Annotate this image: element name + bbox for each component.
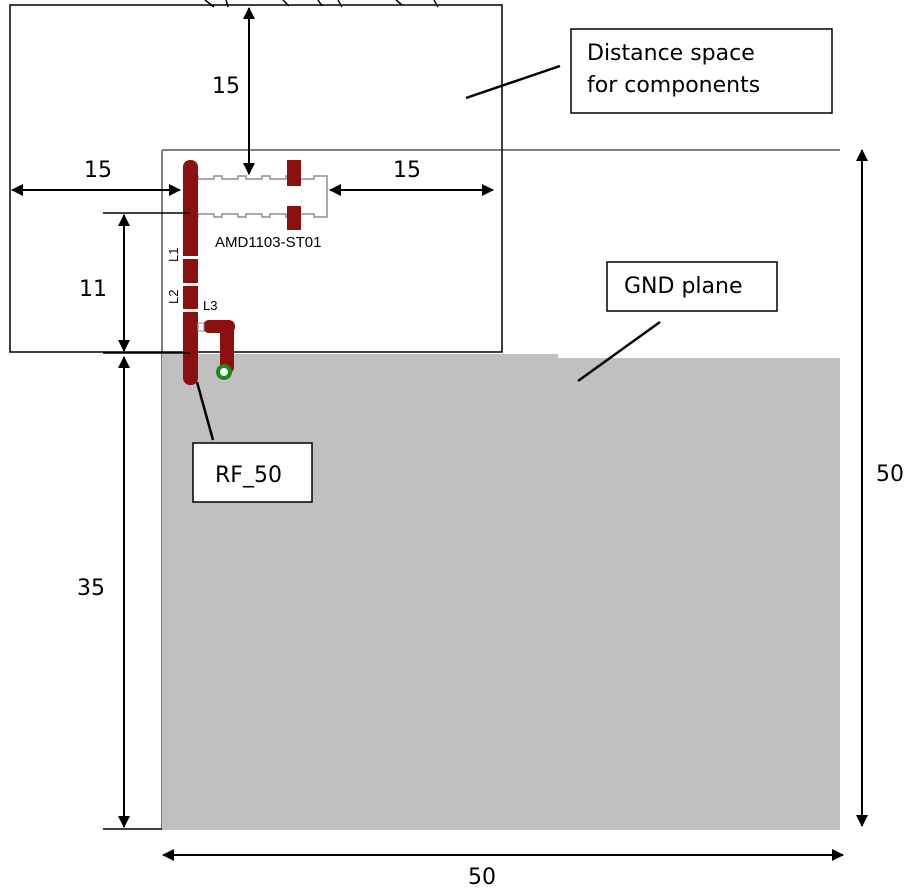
dim-label-board-width: 50 — [468, 865, 496, 890]
leader-rf-50 — [195, 381, 215, 441]
l2-label: L2 — [166, 290, 181, 304]
l3-label: L3 — [203, 298, 217, 313]
dim-label-right: 15 — [393, 158, 421, 183]
dim-label-left: 15 — [84, 158, 112, 183]
callout-gnd-plane-text: GND plane — [624, 274, 742, 299]
antenna-chip-outline — [195, 175, 328, 218]
top-edge-fragment — [204, 0, 439, 8]
callout-distance-space: Distance space for components — [570, 28, 833, 114]
callout-rf-50: RF_50 — [192, 442, 313, 503]
pad-right-bottom — [287, 206, 301, 230]
leader-distance-space — [465, 64, 561, 100]
pad-right-top — [287, 160, 301, 186]
dim-label-top: 15 — [212, 74, 240, 99]
callout-distance-space-line1: Distance space — [587, 41, 755, 66]
dim-label-board-height: 50 — [876, 462, 904, 487]
extension-lines — [103, 212, 190, 830]
feed-trace — [183, 160, 198, 385]
leader-gnd-plane — [577, 320, 661, 383]
callout-gnd-plane: GND plane — [606, 261, 778, 312]
via — [216, 364, 232, 380]
dim-label-antenna-height: 11 — [79, 277, 107, 302]
antenna-pads — [183, 160, 301, 385]
l3-trace-vertical — [220, 322, 234, 374]
l1-label: L1 — [166, 248, 181, 262]
dim-label-gnd-height: 35 — [77, 576, 105, 601]
callout-distance-space-line2: for components — [587, 73, 760, 98]
gnd-plane — [162, 354, 840, 830]
antenna-part-label: AMD1103-ST01 — [215, 234, 321, 251]
callout-rf-50-text: RF_50 — [215, 463, 282, 488]
keepout-area — [9, 4, 503, 353]
